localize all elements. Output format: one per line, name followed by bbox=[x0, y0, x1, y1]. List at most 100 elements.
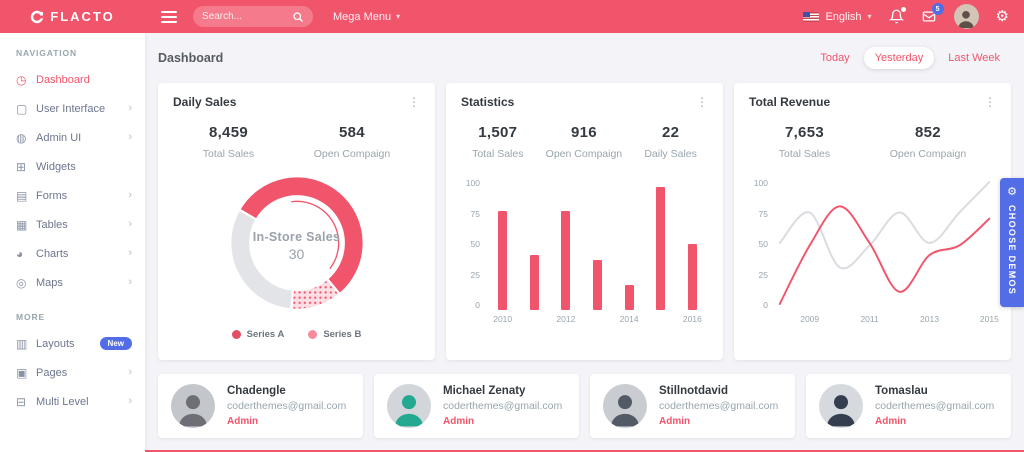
bar-chart-x-axis: 2010 2012 2014 2016 bbox=[493, 314, 702, 324]
multi-level-icon: ⊟ bbox=[16, 394, 27, 409]
user-card-chadengle[interactable]: Chadengle coderthemes@gmail.com Admin bbox=[158, 374, 363, 438]
sidebar-item-forms[interactable]: ▤ Forms › bbox=[16, 188, 132, 203]
stat-total-sales: 1,507 Total Sales bbox=[472, 124, 524, 160]
users-row: Chadengle coderthemes@gmail.com Admin Mi… bbox=[158, 374, 1011, 438]
chevron-right-icon: › bbox=[128, 395, 132, 407]
stat-total-sales: 7,653 Total Sales bbox=[778, 124, 831, 160]
card-title: Daily Sales bbox=[173, 95, 237, 109]
menu-toggle-icon[interactable] bbox=[161, 10, 177, 23]
search-icon[interactable] bbox=[292, 11, 304, 23]
user-avatar[interactable] bbox=[953, 4, 979, 29]
legend-series-b: Series B bbox=[308, 329, 361, 340]
language-selector[interactable]: English ▾ bbox=[803, 11, 872, 23]
messages-button[interactable]: 5 bbox=[921, 3, 944, 24]
chevron-right-icon: › bbox=[128, 276, 132, 288]
search-input[interactable] bbox=[202, 11, 292, 22]
chevron-right-icon: › bbox=[128, 247, 132, 259]
revenue-line-chart: 100 75 50 25 0 bbox=[749, 178, 996, 310]
sidebar-item-maps[interactable]: ◎ Maps › bbox=[16, 275, 132, 290]
bottom-accent-strip bbox=[145, 450, 1024, 452]
stat-open-compaign: 916 Open Compaign bbox=[545, 124, 623, 160]
avatar bbox=[387, 384, 431, 428]
layout-icon: ▥ bbox=[16, 336, 28, 351]
user-card-michael-zenaty[interactable]: Michael Zenaty coderthemes@gmail.com Adm… bbox=[374, 374, 579, 438]
filter-today-button[interactable]: Today bbox=[820, 52, 850, 64]
page-title: Dashboard bbox=[158, 51, 224, 65]
sidebar-item-layouts[interactable]: ▥ Layouts New bbox=[0, 329, 145, 358]
chevron-right-icon: › bbox=[128, 189, 132, 201]
kebab-menu-icon[interactable]: ⋮ bbox=[696, 95, 708, 109]
bar bbox=[656, 187, 666, 310]
stat-open-compaign: 852 Open Compaign bbox=[889, 124, 967, 160]
sidebar: NAVIGATION ◷ Dashboard ▢ User Interface … bbox=[0, 33, 145, 452]
map-pin-icon: ◎ bbox=[16, 275, 27, 290]
dashboard-icon: ◷ bbox=[16, 72, 27, 87]
notifications-button[interactable] bbox=[888, 7, 906, 24]
sidebar-item-pages[interactable]: ▣ Pages › bbox=[16, 365, 132, 380]
bar bbox=[624, 284, 634, 310]
stat-daily-sales: 22 Daily Sales bbox=[644, 124, 697, 160]
brand-name: FLACTO bbox=[50, 9, 115, 24]
user-card-tomaslau[interactable]: Tomaslau coderthemes@gmail.com Admin bbox=[806, 374, 1011, 438]
clipboard-icon: ▤ bbox=[16, 188, 28, 203]
sidebar-section-more: MORE bbox=[16, 312, 46, 322]
message-count-badge: 5 bbox=[931, 3, 944, 15]
card-title: Total Revenue bbox=[749, 95, 831, 109]
series-a-dot-icon bbox=[231, 330, 241, 339]
sidebar-item-dashboard[interactable]: ◷ Dashboard bbox=[16, 72, 90, 87]
globe-icon: ◍ bbox=[16, 130, 27, 145]
line-chart-x-axis: 2009 2011 2013 2015 bbox=[800, 314, 999, 324]
gear-icon: ⚙ bbox=[995, 8, 1009, 25]
chevron-down-icon: ▾ bbox=[396, 12, 401, 21]
notification-dot-badge bbox=[900, 7, 906, 12]
series-b-dot-icon bbox=[308, 330, 318, 339]
pages-icon: ▣ bbox=[16, 365, 28, 380]
widgets-icon: ⊞ bbox=[16, 159, 27, 174]
bell-icon bbox=[888, 9, 904, 24]
new-badge: New bbox=[99, 337, 132, 350]
sidebar-item-charts[interactable]: ◕ Charts › bbox=[16, 246, 132, 261]
daily-sales-donut-chart: In-Store Sales 30 bbox=[173, 168, 420, 323]
chevron-down-icon: ▾ bbox=[867, 12, 872, 21]
stat-open-compaign: 584 Open Compaign bbox=[313, 124, 391, 160]
settings-button[interactable]: ⚙ bbox=[996, 9, 1009, 24]
mail-icon bbox=[921, 9, 937, 24]
user-card-stillnotdavid[interactable]: Stillnotdavid coderthemes@gmail.com Admi… bbox=[590, 374, 795, 438]
sidebar-item-tables[interactable]: ▦ Tables › bbox=[16, 217, 132, 232]
statistics-bar-chart: 100 75 50 25 0 bbox=[461, 178, 708, 310]
sidebar-item-admin-ui[interactable]: ◍ Admin UI › bbox=[16, 130, 132, 145]
avatar bbox=[603, 384, 647, 428]
bar bbox=[592, 259, 602, 310]
sidebar-section-navigation: NAVIGATION bbox=[16, 48, 78, 58]
us-flag-icon bbox=[803, 11, 820, 22]
legend-series-a: Series A bbox=[231, 329, 284, 340]
table-icon: ▦ bbox=[16, 217, 28, 232]
topbar-actions: English ▾ 5 ⚙ bbox=[803, 3, 1024, 29]
kebab-menu-icon[interactable]: ⋮ bbox=[408, 95, 420, 109]
bar bbox=[498, 211, 508, 310]
choose-demos-button[interactable]: ⚙ CHOOSE DEMOS bbox=[1000, 178, 1024, 308]
chevron-right-icon: › bbox=[128, 131, 132, 143]
main-content: Dashboard Today Yesterday Last Week Dail… bbox=[145, 33, 1024, 452]
date-range-filters: Today Yesterday Last Week bbox=[809, 47, 1011, 69]
total-revenue-card: Total Revenue ⋮ 7,653 Total Sales 852 Op… bbox=[734, 83, 1011, 360]
avatar bbox=[171, 384, 215, 428]
kebab-menu-icon[interactable]: ⋮ bbox=[984, 95, 996, 109]
statistics-card: Statistics ⋮ 1,507 Total Sales 916 Open … bbox=[446, 83, 723, 360]
chevron-right-icon: › bbox=[128, 102, 132, 114]
gear-icon: ⚙ bbox=[1007, 186, 1017, 198]
filter-last-week-button[interactable]: Last Week bbox=[948, 52, 1000, 64]
bar bbox=[529, 254, 539, 310]
search-box bbox=[193, 6, 313, 27]
daily-sales-card: Daily Sales ⋮ 8,459 Total Sales 584 Open… bbox=[158, 83, 435, 360]
card-title: Statistics bbox=[461, 95, 515, 109]
filter-yesterday-button[interactable]: Yesterday bbox=[863, 47, 935, 69]
sidebar-item-multi-level[interactable]: ⊟ Multi Level › bbox=[16, 394, 132, 409]
mega-menu-button[interactable]: Mega Menu ▾ bbox=[333, 11, 400, 23]
sidebar-item-widgets[interactable]: ⊞ Widgets bbox=[16, 159, 76, 174]
sidebar-item-user-interface[interactable]: ▢ User Interface › bbox=[16, 101, 132, 116]
bar bbox=[687, 244, 697, 310]
mega-menu-label: Mega Menu bbox=[333, 10, 392, 23]
pie-chart-icon: ◕ bbox=[16, 246, 24, 261]
brand[interactable]: FLACTO bbox=[0, 9, 145, 24]
